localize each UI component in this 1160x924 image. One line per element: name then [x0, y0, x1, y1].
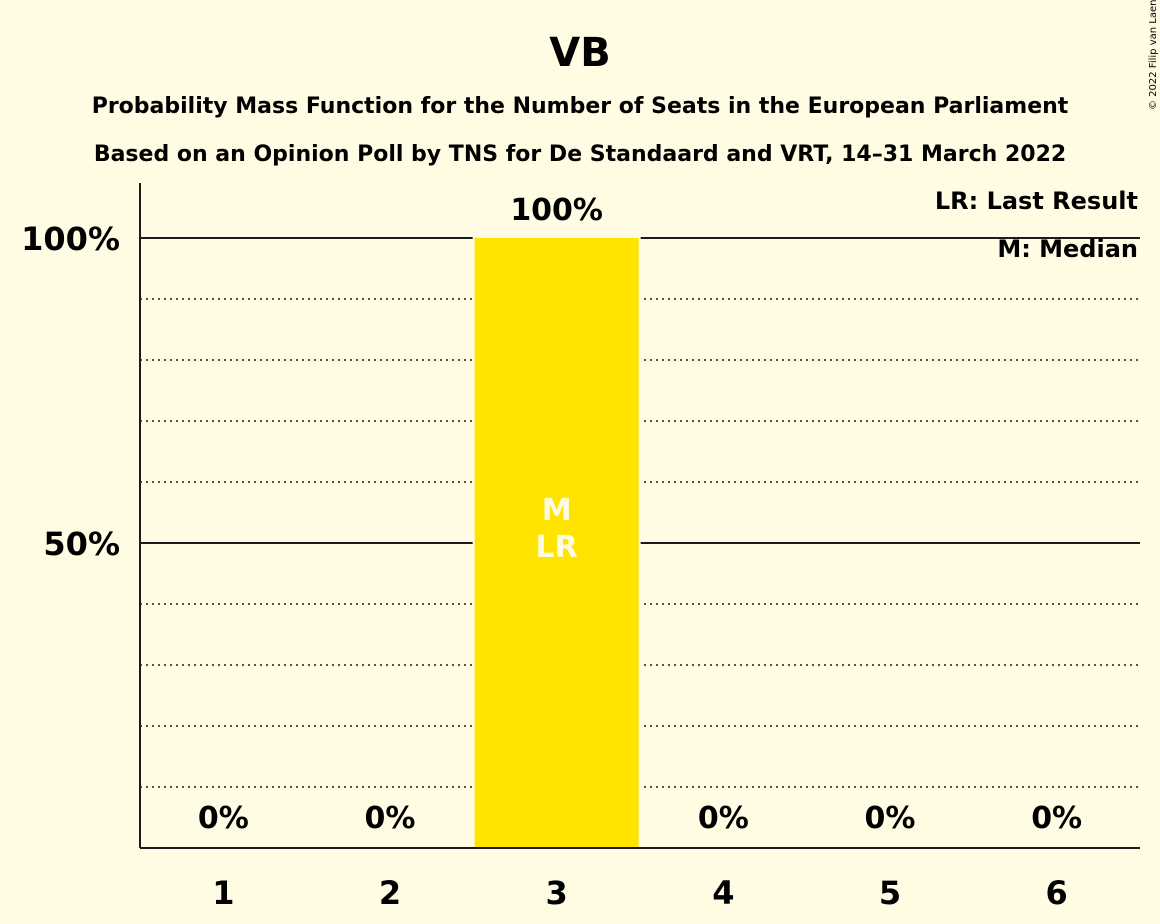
x-tick-label: 3 — [546, 874, 568, 912]
bar-value-label: 100% — [510, 193, 603, 228]
chart-subtitle-2: Based on an Opinion Poll by TNS for De S… — [94, 142, 1066, 167]
y-axis-tick-labels: 50% 100% — [21, 220, 120, 563]
copyright-notice: © 2022 Filip van Laenen — [1148, 0, 1159, 110]
bar-value-label: 0% — [365, 801, 416, 836]
x-tick-label: 6 — [1046, 874, 1068, 912]
bar-value-label: 0% — [865, 801, 916, 836]
chart-title: VB — [549, 30, 610, 76]
x-tick-label: 4 — [712, 874, 734, 912]
median-marker: M — [542, 493, 572, 528]
x-tick-label: 1 — [212, 874, 234, 912]
last-result-marker: LR — [536, 530, 578, 565]
bars — [472, 236, 641, 848]
x-tick-label: 5 — [879, 874, 901, 912]
bar-seat-3 — [474, 238, 639, 848]
y-tick-label: 100% — [21, 220, 120, 258]
bar-value-label: 0% — [198, 801, 249, 836]
bar-value-label: 0% — [698, 801, 749, 836]
bar-value-labels: 0% 0% 100% 0% 0% 0% MLR — [198, 193, 1082, 836]
x-tick-label: 2 — [379, 874, 401, 912]
chart-subtitle-1: Probability Mass Function for the Number… — [92, 94, 1069, 119]
y-tick-label: 50% — [43, 525, 120, 563]
bar-value-label: 0% — [1031, 801, 1082, 836]
legend-median: M: Median — [997, 235, 1138, 263]
legend-last-result: LR: Last Result — [935, 187, 1138, 215]
x-axis-tick-labels: 1 2 3 4 5 6 — [212, 874, 1068, 912]
